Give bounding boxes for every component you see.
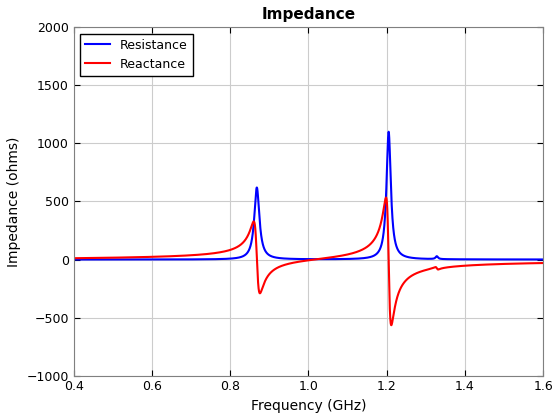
Reactance xyxy=(368,240,375,245)
Resistance xyxy=(540,257,547,262)
Resistance xyxy=(385,129,392,134)
Resistance xyxy=(444,257,450,262)
Reactance xyxy=(94,255,101,260)
Reactance xyxy=(444,265,450,270)
Resistance xyxy=(348,256,355,261)
Resistance xyxy=(71,257,77,262)
Line: Resistance: Resistance xyxy=(74,132,543,260)
X-axis label: Frequency (GHz): Frequency (GHz) xyxy=(251,399,366,413)
Reactance xyxy=(388,323,395,328)
Resistance xyxy=(418,256,425,261)
Title: Impedance: Impedance xyxy=(262,7,356,22)
Resistance xyxy=(240,253,247,258)
Reactance xyxy=(418,269,425,274)
Reactance xyxy=(382,195,389,200)
Reactance xyxy=(71,256,77,261)
Reactance xyxy=(348,251,355,256)
Legend: Resistance, Reactance: Resistance, Reactance xyxy=(80,34,193,76)
Y-axis label: Impedance (ohms): Impedance (ohms) xyxy=(7,136,21,267)
Reactance xyxy=(240,239,247,244)
Reactance xyxy=(540,260,547,265)
Line: Reactance: Reactance xyxy=(74,197,543,325)
Resistance xyxy=(368,254,375,259)
Resistance xyxy=(94,257,101,262)
